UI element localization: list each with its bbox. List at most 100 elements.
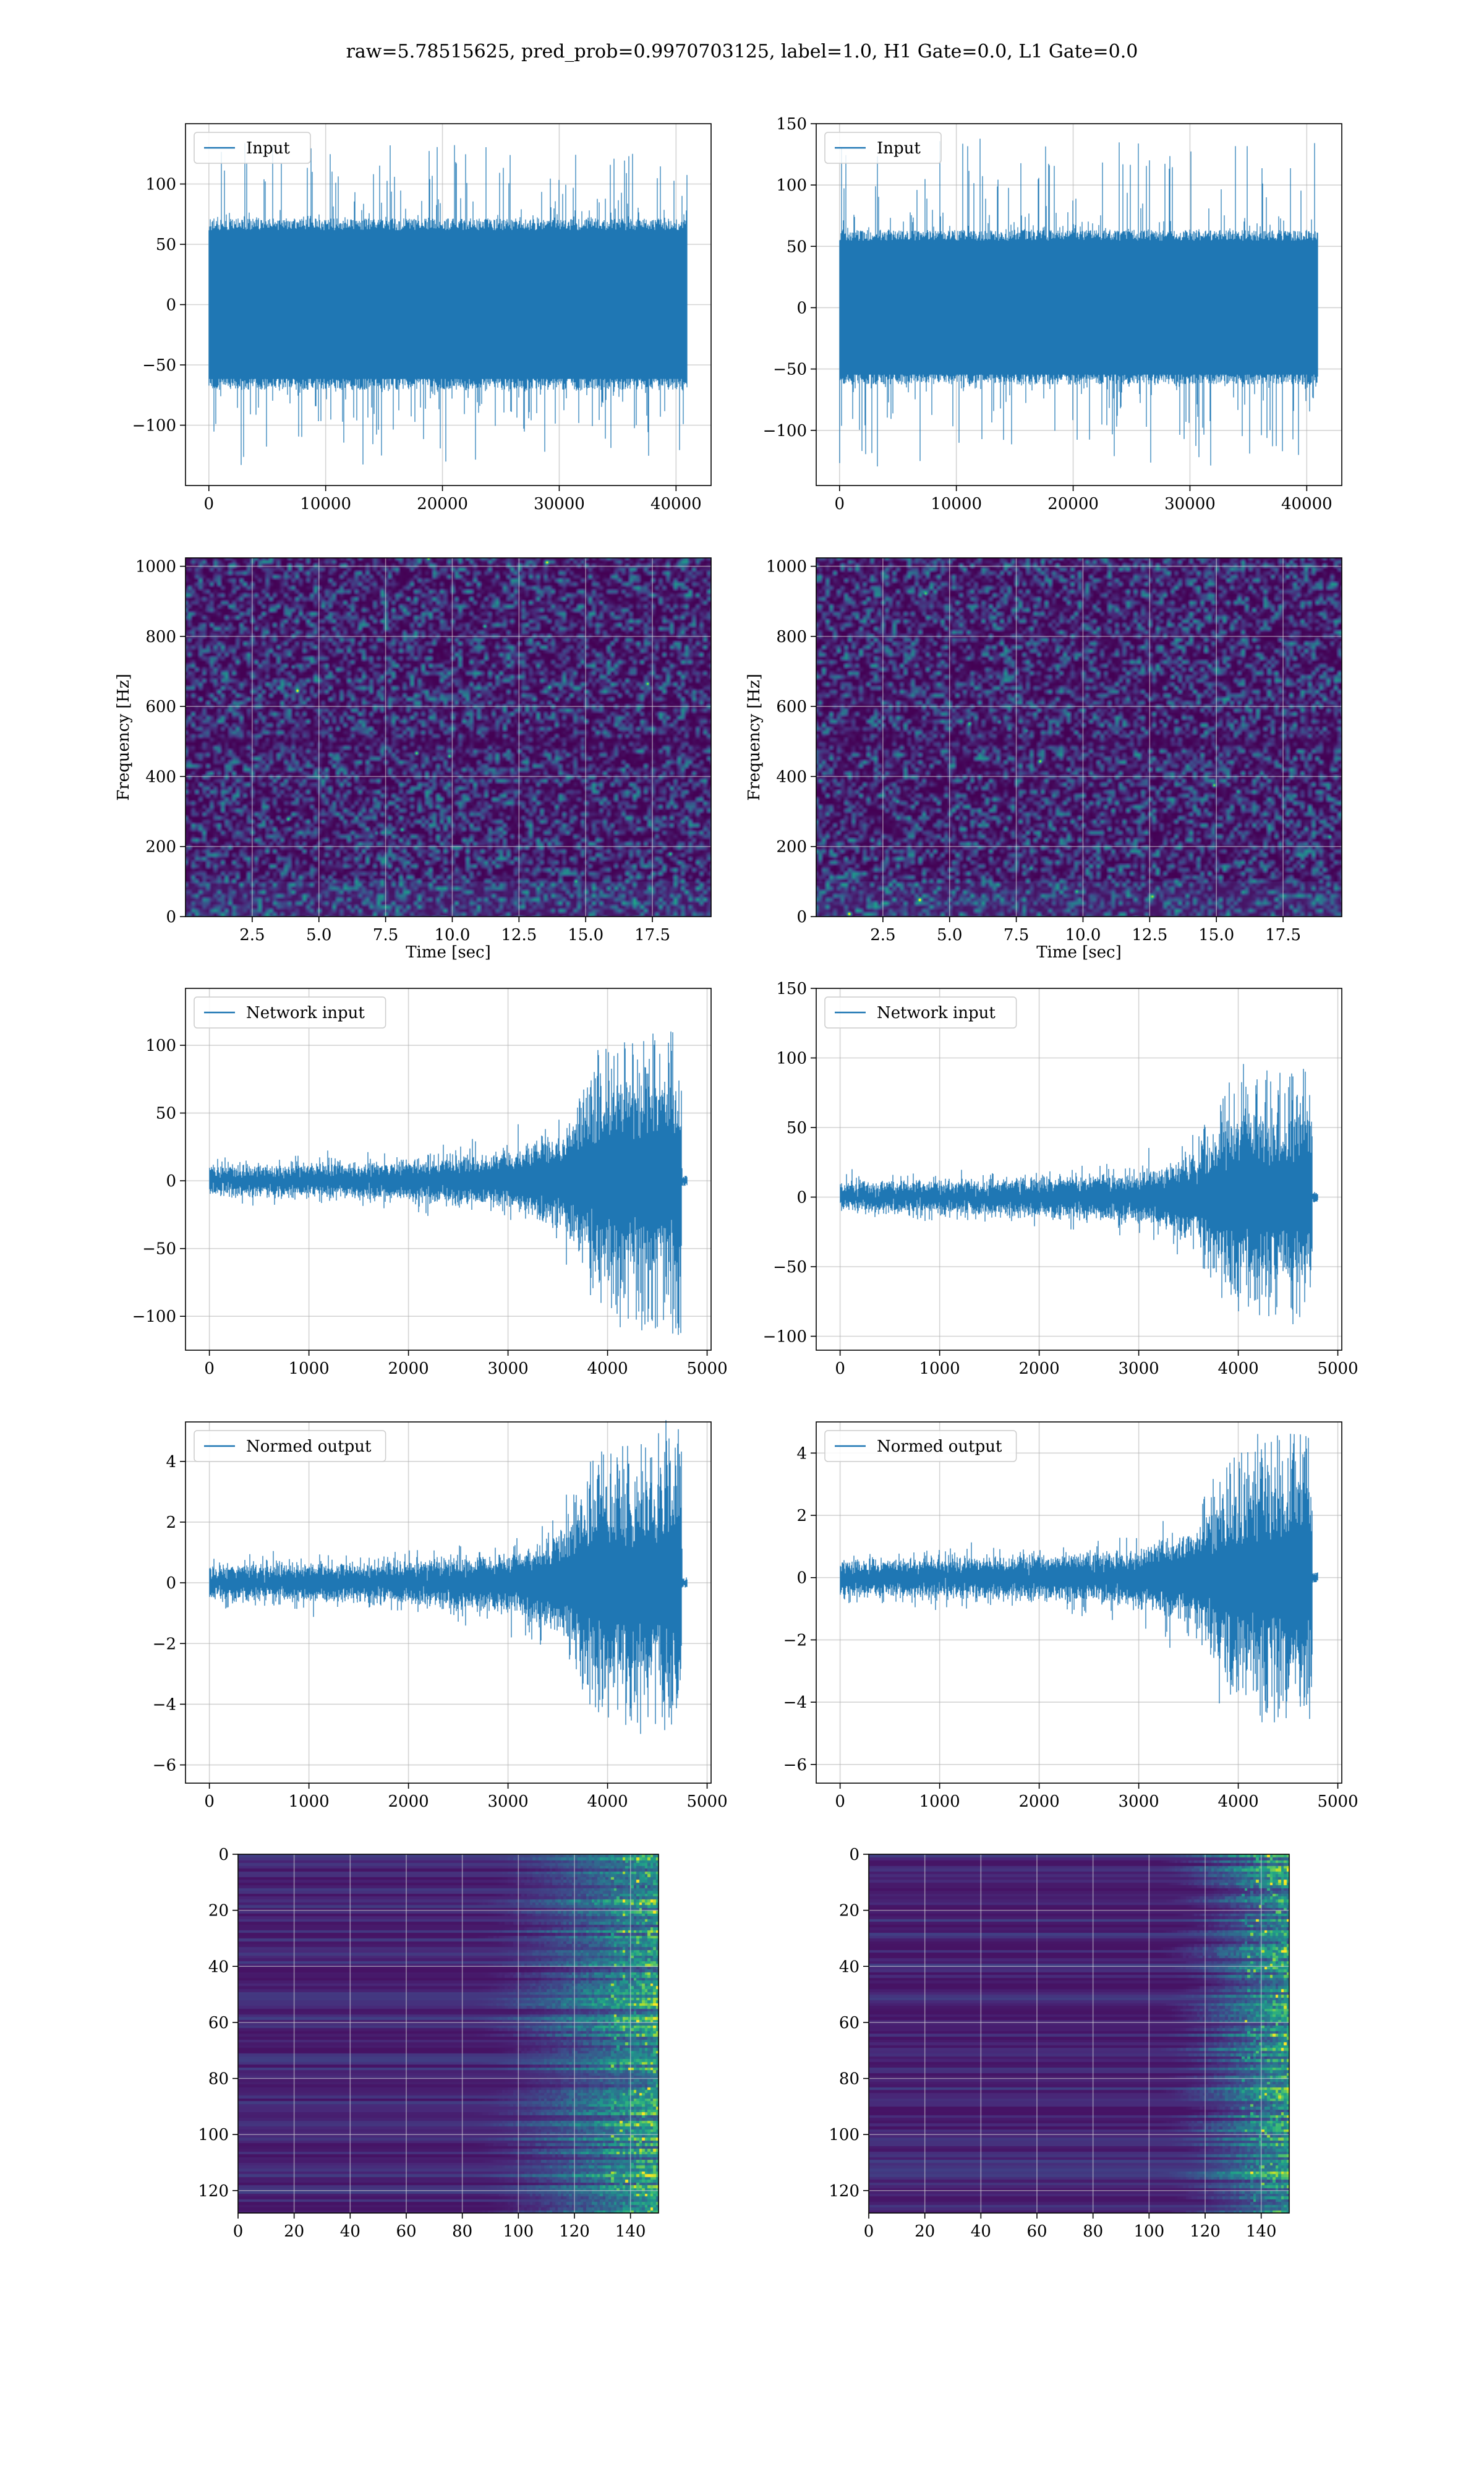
figure-title: raw=5.78515625, pred_prob=0.9970703125, … <box>346 41 1138 62</box>
l1-spectrogram-ytick-label: 1000 <box>766 558 807 576</box>
h1-input-ytick-label: 100 <box>145 176 176 194</box>
h1-feature-map-axes: 0 20 40 60 80 100 120 140 0 20 40 60 80 100 120 <box>198 1846 659 2241</box>
l1-spectrogram-ytick-label: 800 <box>776 628 807 646</box>
l1-feature-map-ytick-label: 80 <box>839 2070 859 2089</box>
h1-feature-map-xtick-label: 100 <box>503 2222 534 2241</box>
h1-network-input-legend: Network input <box>194 996 386 1029</box>
h1-spectrogram-xtick-label: 10.0 <box>435 926 471 944</box>
l1-feature-map-frame <box>868 1854 1290 2214</box>
h1-normed-output-series-line <box>209 1420 688 1734</box>
h1-feature-map-xtick-label: 40 <box>340 2222 360 2241</box>
h1-input-series-line <box>208 143 688 465</box>
h1-network-input-xtick-label: 5000 <box>686 1359 727 1378</box>
l1-network-input-ytick-label: 150 <box>776 980 807 998</box>
l1-feature-map-ytick-label: 60 <box>839 2014 859 2032</box>
h1-normed-output-axes: 0 1000 2000 3000 4000 5000 −6 −4 −2 0 2 4 Normed out… <box>153 1420 728 1811</box>
l1-normed-output-ytick-label: 4 <box>796 1444 807 1463</box>
h1-spectrogram-xtick-label: 12.5 <box>501 926 537 944</box>
l1-input-ytick-label: 150 <box>776 115 807 134</box>
h1-input-xtick-label: 40000 <box>650 495 702 513</box>
h1-normed-output-legend: Normed output <box>194 1430 386 1462</box>
l1-spectrogram-image <box>816 558 1342 917</box>
h1-normed-output-ytick-label: −2 <box>153 1635 176 1653</box>
l1-spectrogram-xtick-label: 15.0 <box>1198 926 1234 944</box>
h1-network-input-xtick-label: 2000 <box>388 1359 429 1378</box>
h1-network-input-ytick-label: 0 <box>166 1172 176 1191</box>
l1-normed-output-xtick-label: 0 <box>835 1792 845 1811</box>
h1-network-input-ytick-label: 50 <box>156 1105 176 1123</box>
h1-normed-output-ytick-label: 0 <box>166 1574 176 1593</box>
l1-normed-output-xtick-label: 1000 <box>919 1792 960 1811</box>
l1-spectrogram-ytick-label: 0 <box>796 908 807 927</box>
l1-network-input-xtick-label: 3000 <box>1119 1359 1159 1378</box>
h1-input-xtick-label: 30000 <box>534 495 585 513</box>
l1-input-legend-label: Input <box>877 139 921 158</box>
h1-normed-output-legend-label: Normed output <box>246 1437 372 1456</box>
h1-network-input-ytick-label: −50 <box>142 1240 176 1259</box>
l1-normed-output-legend-box <box>824 1430 1017 1462</box>
l1-input-xtick-label: 30000 <box>1164 495 1216 513</box>
l1-feature-map-ytick-label: 20 <box>839 1902 859 1920</box>
l1-network-input-ytick-label: −50 <box>773 1258 807 1277</box>
l1-network-input-legend-box <box>824 996 1017 1029</box>
h1-feature-map-ytick-label: 120 <box>198 2182 229 2201</box>
l1-network-input-axes: 0 1000 2000 3000 4000 5000 −100 −50 0 50 100 150 Net… <box>763 980 1358 1378</box>
h1-spectrogram-xtick-label: 5.0 <box>306 926 331 944</box>
l1-input-ytick-label: −100 <box>763 422 807 440</box>
l1-normed-output-ytick-label: −4 <box>783 1693 807 1712</box>
h1-input-legend-box <box>194 132 311 164</box>
h1-network-input-ytick-label: −100 <box>132 1308 176 1326</box>
l1-input-xtick-label: 10000 <box>931 495 982 513</box>
l1-normed-output-xtick-label: 5000 <box>1317 1792 1358 1811</box>
l1-input-series-line <box>839 139 1318 467</box>
l1-feature-map-image <box>869 1854 1289 2213</box>
h1-network-input-xtick-label: 0 <box>204 1359 215 1378</box>
h1-input-ytick-label: 50 <box>156 236 176 254</box>
l1-network-input-series-line <box>840 1064 1318 1324</box>
h1-feature-map-xtick-label: 80 <box>452 2222 472 2241</box>
h1-spectrogram-ytick-label: 600 <box>145 698 176 716</box>
l1-normed-output-frame <box>816 1421 1342 1784</box>
l1-feature-map-xtick-label: 20 <box>915 2222 935 2241</box>
l1-network-input-legend-label: Network input <box>877 1004 996 1022</box>
h1-feature-map-image <box>238 1854 659 2213</box>
l1-network-input-xtick-label: 4000 <box>1217 1359 1258 1378</box>
h1-spectrogram-image <box>186 558 711 917</box>
h1-network-input-legend-label: Network input <box>246 1004 365 1022</box>
h1-input-xtick-label: 20000 <box>417 495 468 513</box>
l1-spectrogram-axes: 2.5 5.0 7.5 10.0 12.5 15.0 17.5 0 200 400 600 800 10… <box>745 557 1342 962</box>
l1-spectrogram-ytick-label: 400 <box>776 768 807 786</box>
l1-input-legend-box <box>824 132 942 164</box>
h1-spectrogram-ytick-label: 800 <box>145 628 176 646</box>
l1-feature-map-ytick-label: 40 <box>839 1958 859 1976</box>
l1-feature-map-xtick-label: 60 <box>1026 2222 1047 2241</box>
l1-normed-output-ytick-label: 2 <box>796 1507 807 1525</box>
h1-network-input-xtick-label: 1000 <box>289 1359 330 1378</box>
h1-normed-output-ytick-label: −4 <box>153 1695 176 1714</box>
h1-input-xtick-label: 10000 <box>300 495 351 513</box>
h1-feature-map-ytick-label: 80 <box>208 2070 229 2089</box>
l1-spectrogram-frame <box>816 557 1342 917</box>
l1-input-ytick-label: 100 <box>776 176 807 195</box>
h1-input-ytick-label: −50 <box>142 356 176 375</box>
l1-normed-output-xtick-label: 3000 <box>1119 1792 1159 1811</box>
h1-network-input-xtick-label: 4000 <box>587 1359 628 1378</box>
l1-network-input-ytick-label: 0 <box>796 1189 807 1207</box>
h1-input-legend: Input <box>194 132 311 164</box>
l1-network-input-xtick-label: 1000 <box>919 1359 960 1378</box>
h1-feature-map-xtick-label: 0 <box>233 2222 244 2241</box>
l1-spectrogram-xtick-label: 17.5 <box>1265 926 1301 944</box>
l1-feature-map-xtick-label: 100 <box>1134 2222 1165 2241</box>
l1-input-legend: Input <box>824 132 942 164</box>
h1-spectrogram-xtick-label: 7.5 <box>373 926 398 944</box>
h1-normed-output-xtick-label: 2000 <box>388 1792 429 1811</box>
h1-normed-output-frame <box>185 1421 712 1784</box>
h1-spectrogram-xtick-label: 2.5 <box>239 926 265 944</box>
h1-network-input-legend-box <box>194 996 386 1029</box>
l1-input-axes: 0 10000 20000 30000 40000 −100 −50 0 50 100 150 Inp… <box>763 115 1342 513</box>
l1-feature-map-xtick-label: 0 <box>864 2222 874 2241</box>
h1-normed-output-xtick-label: 5000 <box>686 1792 727 1811</box>
h1-normed-output-ytick-label: −6 <box>153 1757 176 1775</box>
h1-normed-output-xtick-label: 4000 <box>587 1792 628 1811</box>
